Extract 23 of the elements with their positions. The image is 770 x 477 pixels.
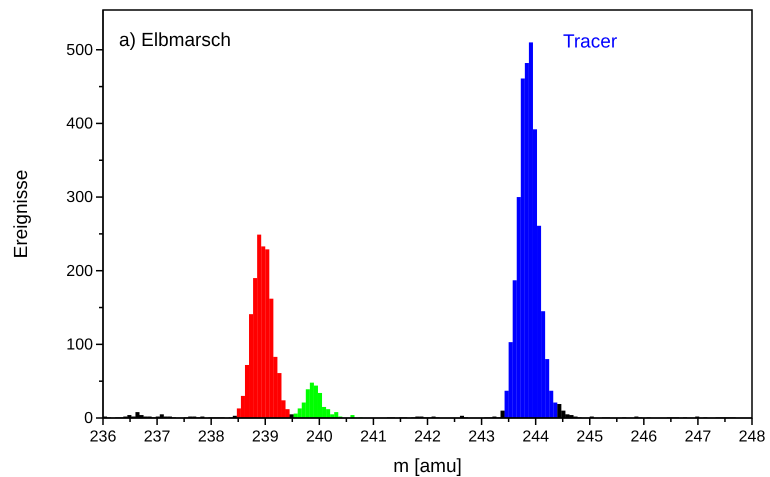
x-tick-label: 248 xyxy=(738,428,766,446)
y-tick-label: 300 xyxy=(66,189,94,206)
x-tick-label: 243 xyxy=(468,428,496,446)
x-axis-title: m [amu] xyxy=(393,456,462,477)
y-tick-label: 0 xyxy=(84,410,94,428)
x-tick-label: 237 xyxy=(144,428,171,446)
x-tick-label: 242 xyxy=(414,428,441,446)
annotation: a) Elbmarsch xyxy=(119,30,231,51)
x-tick-label: 246 xyxy=(630,428,658,446)
y-tick-label: 100 xyxy=(66,336,94,354)
y-tick-label: 400 xyxy=(66,116,94,133)
x-tick-label: 236 xyxy=(90,428,116,446)
x-tick-label: 245 xyxy=(576,428,604,446)
annotation: Tracer xyxy=(562,31,618,52)
x-tick-label: 244 xyxy=(522,428,550,446)
y-tick-label: 200 xyxy=(66,262,94,280)
x-tick-label: 240 xyxy=(306,428,333,446)
x-tick-label: 247 xyxy=(684,428,712,446)
x-tick-label: 238 xyxy=(198,428,225,446)
y-axis-title: Ereignisse xyxy=(11,170,32,258)
y-tick-label: 500 xyxy=(66,42,94,59)
x-tick-label: 241 xyxy=(360,428,387,446)
x-tick-label: 239 xyxy=(252,428,279,446)
